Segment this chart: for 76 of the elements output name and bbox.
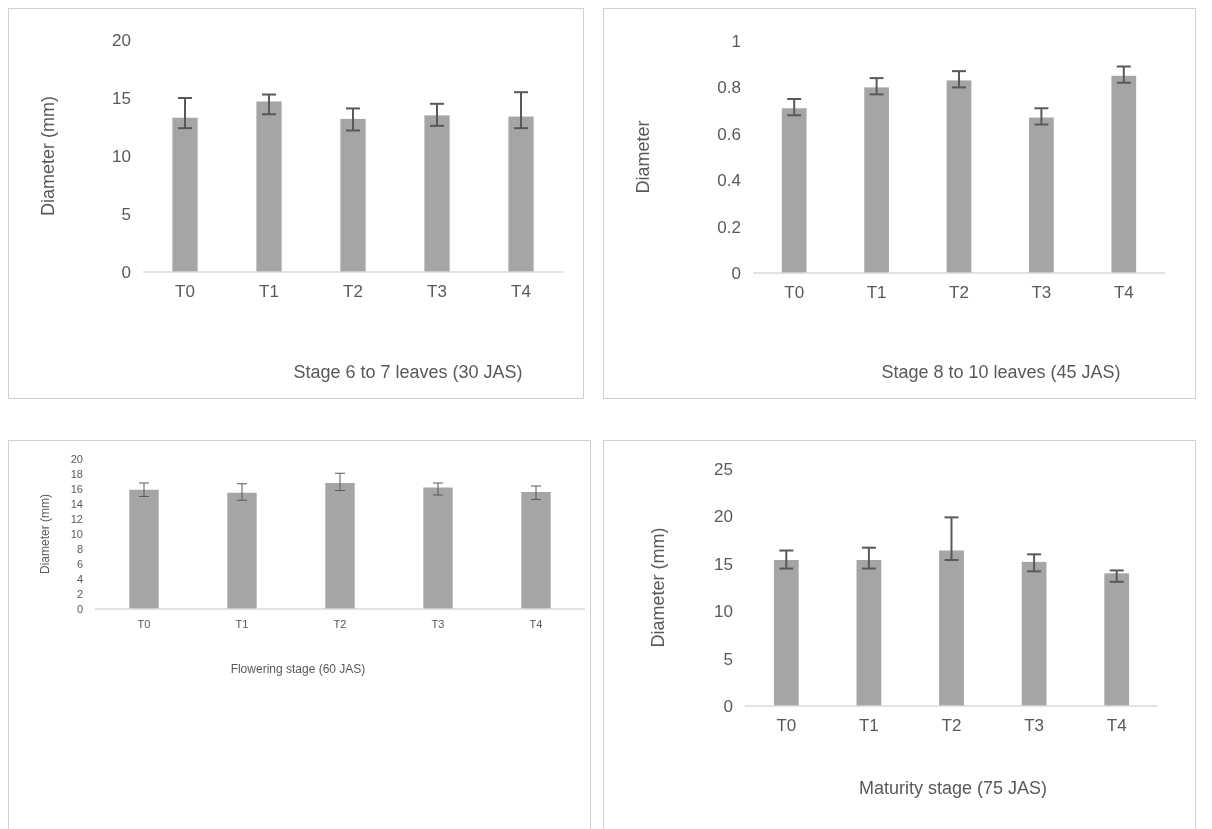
y-tick-label: 10: [714, 602, 733, 622]
x-tick-label: T1: [235, 618, 249, 630]
x-tick-label: T3: [431, 618, 445, 630]
y-tick-label: 10: [70, 527, 83, 540]
bar: [939, 550, 964, 706]
x-axis-title: Stage 6 to 7 leaves (30 JAS): [293, 362, 523, 382]
y-tick-label: 8: [76, 542, 83, 555]
y-tick-label: 0.2: [717, 217, 741, 237]
y-tick-label: 16: [70, 482, 83, 495]
x-tick-label: T2: [343, 282, 363, 301]
y-tick-label: 14: [70, 497, 83, 510]
bar: [325, 483, 355, 609]
x-tick-label: T1: [866, 283, 887, 302]
x-tick-label: T4: [529, 618, 543, 630]
y-tick-label: 20: [714, 507, 733, 527]
x-tick-label: T0: [776, 716, 797, 735]
x-tick-label: T0: [175, 282, 195, 301]
bar: [227, 492, 257, 609]
bar: [424, 115, 450, 272]
x-tick-label: T0: [784, 283, 805, 302]
x-tick-label: T4: [1113, 283, 1134, 302]
bar: [256, 101, 282, 272]
y-axis-title: Diameter (mm): [38, 494, 53, 574]
bar: [856, 560, 882, 706]
x-tick-label: T3: [1024, 716, 1045, 735]
bar: [946, 80, 972, 273]
y-tick-label: 0.4: [717, 171, 741, 191]
bar: [773, 560, 799, 706]
y-tick-label: 2: [76, 587, 83, 600]
x-tick-label: T3: [427, 282, 447, 301]
y-tick-label: 10: [112, 146, 131, 166]
x-axis-title: Stage 8 to 10 leaves (45 JAS): [881, 362, 1121, 382]
x-tick-label: T0: [137, 618, 151, 630]
x-tick-label: T2: [949, 283, 969, 302]
y-tick-label: 5: [121, 204, 131, 224]
y-tick-label: 0.8: [717, 78, 741, 98]
y-tick-label: 15: [714, 554, 733, 574]
y-tick-label: 25: [714, 459, 733, 479]
y-tick-label: 5: [723, 649, 733, 669]
y-tick-label: 18: [70, 467, 83, 480]
bar: [1021, 561, 1047, 706]
y-tick-label: 0: [121, 262, 131, 282]
y-tick-label: 12: [70, 512, 83, 525]
x-axis-title: Flowering stage (60 JAS): [230, 662, 366, 676]
bar: [340, 118, 366, 272]
y-tick-label: 1: [731, 31, 741, 51]
bar: [1111, 75, 1137, 273]
bar: [1029, 117, 1054, 273]
y-axis-title: Diameter (mm): [648, 527, 669, 648]
y-tick-label: 0: [76, 602, 83, 615]
bar: [1104, 573, 1130, 706]
x-axis-title: Maturity stage (75 JAS): [858, 778, 1048, 798]
bar: [864, 87, 889, 273]
bar: [508, 116, 534, 272]
bar: [423, 487, 453, 609]
y-tick-label: 0.6: [717, 124, 741, 144]
y-axis-title: Diameter: [633, 120, 654, 194]
y-tick-label: 6: [76, 557, 83, 570]
bar: [781, 108, 807, 273]
y-tick-label: 0: [731, 263, 741, 283]
x-tick-label: T2: [333, 618, 347, 630]
x-tick-label: T1: [259, 282, 279, 301]
x-tick-label: T4: [511, 282, 531, 301]
x-tick-label: T2: [941, 716, 962, 735]
y-tick-label: 4: [76, 572, 83, 585]
x-tick-label: T4: [1106, 716, 1127, 735]
bar: [521, 492, 551, 609]
y-tick-label: 20: [112, 30, 131, 50]
bar: [129, 489, 159, 609]
x-tick-label: T3: [1031, 283, 1052, 302]
y-axis-title: Diameter (mm): [38, 96, 59, 216]
x-tick-label: T1: [858, 716, 879, 735]
y-tick-label: 15: [112, 88, 131, 108]
y-tick-label: 20: [70, 452, 83, 465]
bar: [172, 117, 198, 272]
y-tick-label: 0: [723, 696, 733, 716]
